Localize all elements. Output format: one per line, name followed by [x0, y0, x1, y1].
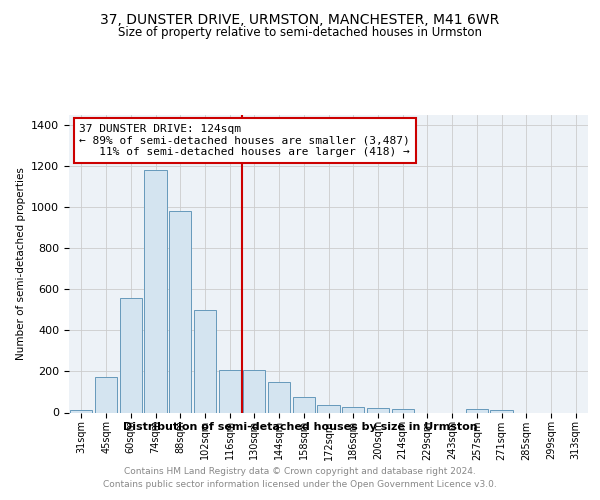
Text: 37 DUNSTER DRIVE: 124sqm
← 89% of semi-detached houses are smaller (3,487)
   11: 37 DUNSTER DRIVE: 124sqm ← 89% of semi-d…	[79, 124, 410, 157]
Y-axis label: Number of semi-detached properties: Number of semi-detached properties	[16, 168, 26, 360]
Bar	[194, 310, 216, 412]
Bar	[119, 298, 142, 412]
Bar	[145, 170, 167, 412]
Bar	[490, 410, 512, 412]
Text: Contains HM Land Registry data © Crown copyright and database right 2024.: Contains HM Land Registry data © Crown c…	[124, 468, 476, 476]
Bar	[95, 376, 117, 412]
Bar	[367, 408, 389, 412]
Bar	[317, 406, 340, 412]
Bar	[293, 397, 315, 412]
Text: Size of property relative to semi-detached houses in Urmston: Size of property relative to semi-detach…	[118, 26, 482, 39]
Bar	[392, 409, 414, 412]
Bar	[243, 370, 265, 412]
Text: Distribution of semi-detached houses by size in Urmston: Distribution of semi-detached houses by …	[122, 422, 478, 432]
Bar	[70, 410, 92, 412]
Bar	[169, 212, 191, 412]
Bar	[268, 382, 290, 412]
Bar	[218, 370, 241, 412]
Bar	[466, 410, 488, 412]
Text: 37, DUNSTER DRIVE, URMSTON, MANCHESTER, M41 6WR: 37, DUNSTER DRIVE, URMSTON, MANCHESTER, …	[100, 12, 500, 26]
Text: Contains public sector information licensed under the Open Government Licence v3: Contains public sector information licen…	[103, 480, 497, 489]
Bar	[342, 408, 364, 412]
